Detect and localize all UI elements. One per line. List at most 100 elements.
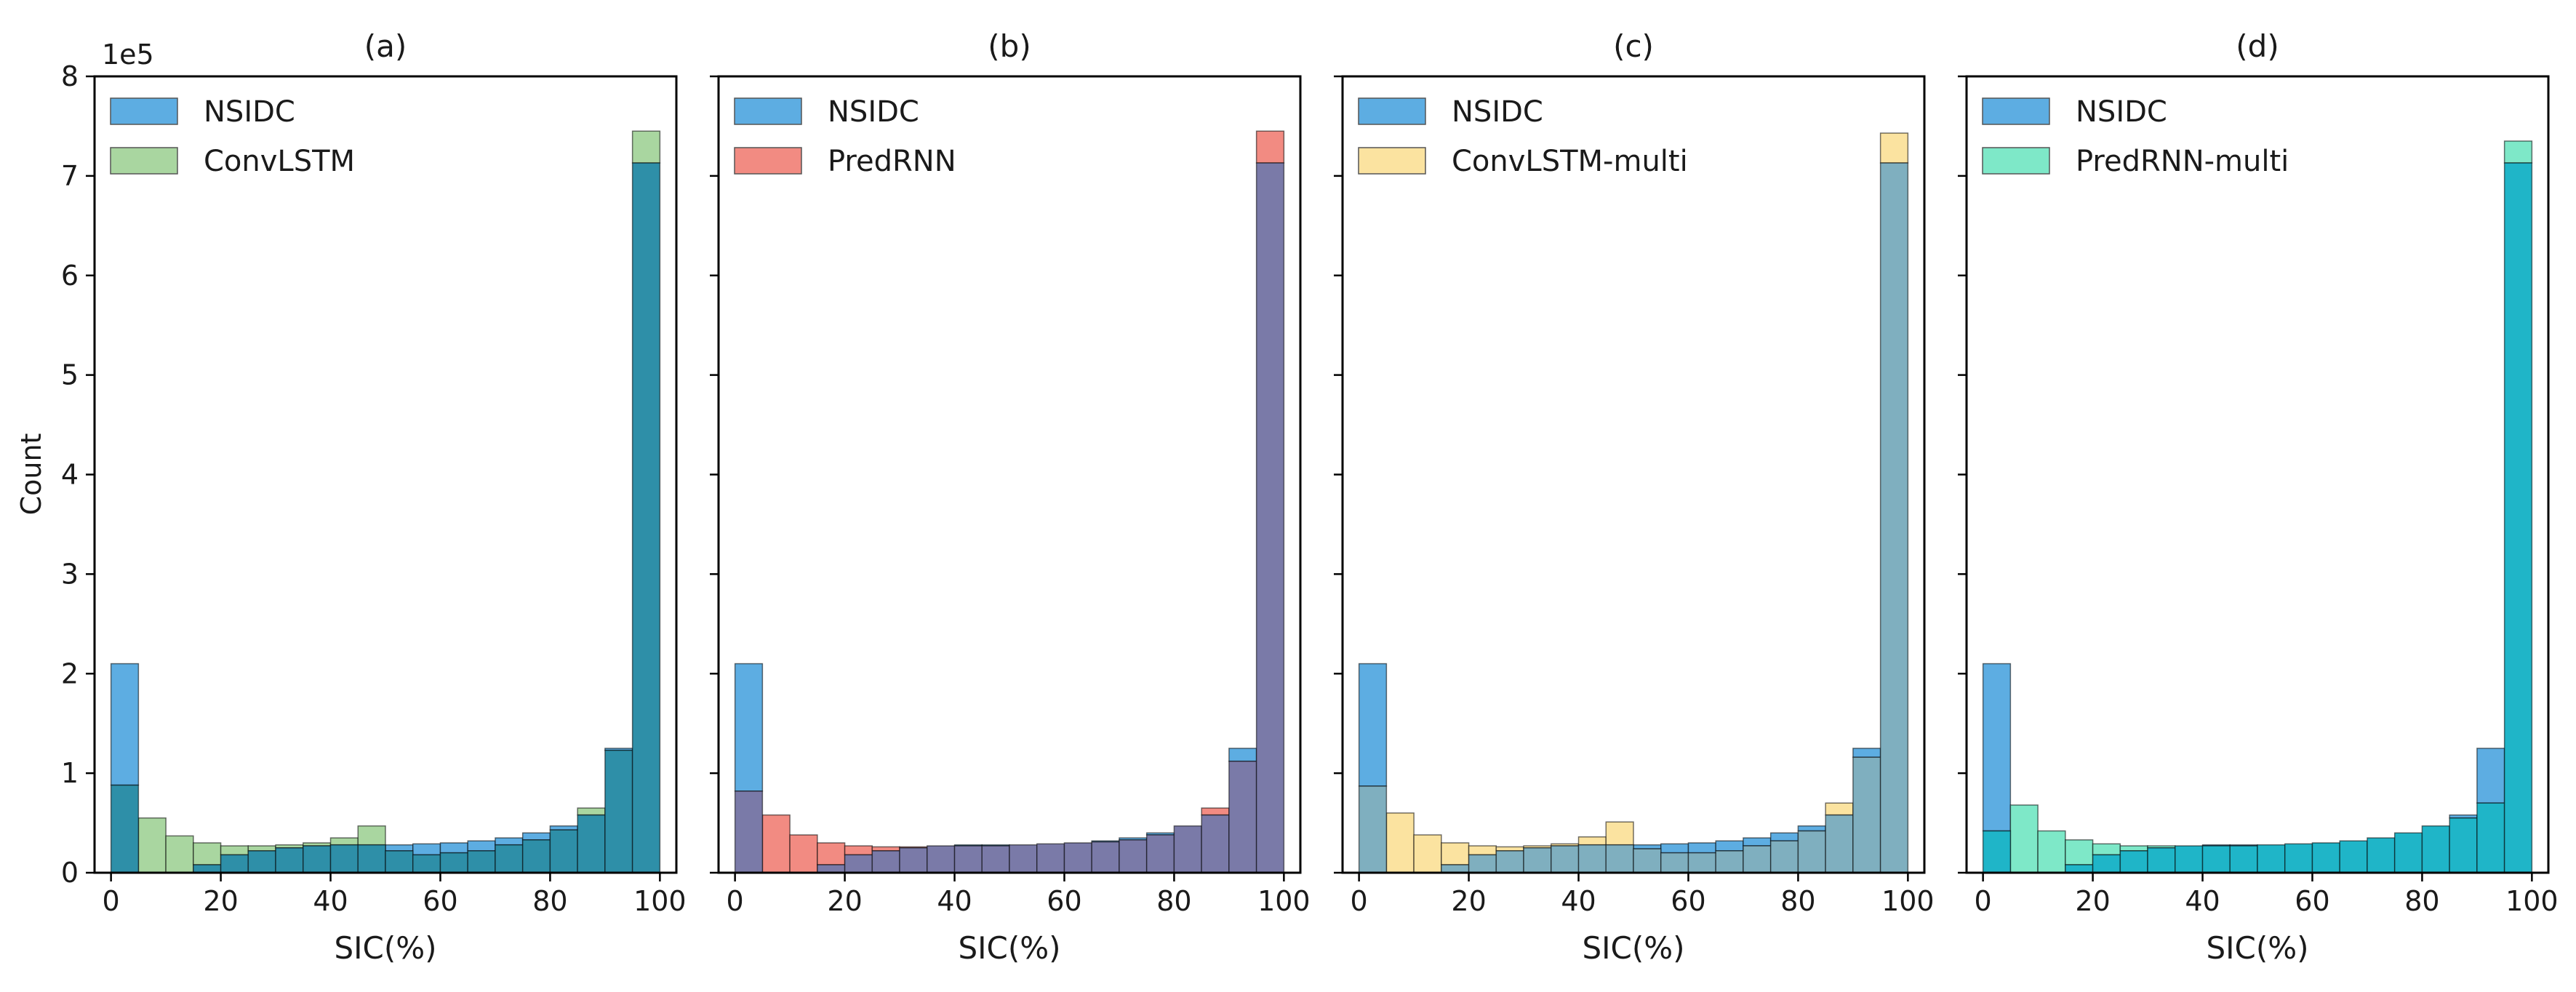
bar-overlap-b-19 bbox=[1255, 162, 1285, 873]
bars-nsidc-d bbox=[1982, 663, 2505, 847]
bar-overlap-d-0 bbox=[1982, 830, 2012, 873]
x-tick-label-a-2: 40 bbox=[313, 885, 348, 917]
y-ticks-d bbox=[1958, 75, 1967, 874]
y-tick-label-a-1: 1 bbox=[61, 757, 79, 789]
bar-overlap-d-7 bbox=[2175, 845, 2204, 873]
bar-overlap-a-10 bbox=[385, 850, 414, 873]
bar-nsidc-c-12 bbox=[1687, 842, 1716, 854]
bar-overlap-c-12 bbox=[1687, 852, 1716, 873]
panel-title-c: (c) bbox=[1613, 28, 1654, 64]
bar-overlap-b-11 bbox=[1036, 843, 1065, 873]
bar-overlap-d-10 bbox=[2257, 844, 2286, 873]
x-tick-label-b-2: 40 bbox=[937, 885, 972, 917]
x-axis-label-d: SIC(%) bbox=[2206, 930, 2308, 966]
bar-model-c-3 bbox=[1441, 842, 1470, 865]
bar-model-a-9 bbox=[357, 825, 386, 846]
bar-nsidc-b-0 bbox=[734, 663, 764, 792]
y-ticks-b bbox=[710, 75, 719, 874]
bars-model-a bbox=[137, 130, 661, 873]
legend-swatch-predrnn-multi-d bbox=[1982, 147, 2050, 175]
bar-overlap-d-3 bbox=[2065, 864, 2094, 873]
bar-overlap-a-13 bbox=[467, 850, 496, 873]
x-tick-label-b-4: 80 bbox=[1156, 885, 1191, 917]
bar-overlap-a-6 bbox=[275, 847, 304, 873]
x-tick-label-a-4: 80 bbox=[532, 885, 567, 917]
bars-nsidc-b bbox=[734, 663, 1257, 847]
x-tick-label-c-3: 60 bbox=[1671, 885, 1705, 917]
bar-model-c-1 bbox=[1385, 812, 1415, 873]
panel-title-b: (b) bbox=[988, 28, 1031, 64]
bar-overlap-b-12 bbox=[1063, 842, 1092, 873]
y-axis-label: Count bbox=[15, 433, 47, 516]
bar-model-d-2 bbox=[2037, 830, 2066, 873]
bars-model-d bbox=[2009, 140, 2533, 873]
y-tick-label-a-0: 0 bbox=[61, 857, 79, 889]
bar-overlap-a-0 bbox=[110, 784, 140, 873]
bar-overlap-c-14 bbox=[1743, 845, 1772, 873]
bar-model-a-4 bbox=[220, 845, 249, 856]
x-axis-label-c: SIC(%) bbox=[1582, 930, 1684, 966]
bar-overlap-b-14 bbox=[1119, 839, 1148, 873]
x-tick-label-b-3: 60 bbox=[1047, 885, 1081, 917]
legend-label-nsidc-d: NSIDC bbox=[2076, 95, 2167, 129]
x-tick-label-d-2: 40 bbox=[2185, 885, 2220, 917]
x-tick-label-a-3: 60 bbox=[423, 885, 457, 917]
bar-nsidc-c-18 bbox=[1852, 748, 1881, 758]
bar-model-a-19 bbox=[631, 130, 661, 164]
bar-overlap-c-3 bbox=[1441, 864, 1470, 873]
bar-overlap-c-13 bbox=[1715, 850, 1744, 873]
bar-model-a-2 bbox=[165, 835, 194, 873]
bar-overlap-a-5 bbox=[247, 850, 276, 873]
bar-overlap-a-16 bbox=[549, 829, 578, 873]
legend-swatch-predrnn-b bbox=[734, 147, 802, 175]
bar-overlap-b-9 bbox=[981, 845, 1010, 873]
bar-model-a-17 bbox=[577, 807, 606, 816]
bar-overlap-b-4 bbox=[844, 854, 873, 873]
bar-model-b-17 bbox=[1201, 807, 1230, 816]
bars-overlap-d bbox=[1982, 162, 2533, 873]
bar-overlap-c-9 bbox=[1605, 844, 1634, 873]
bar-overlap-d-9 bbox=[2229, 845, 2258, 873]
bar-model-b-3 bbox=[817, 842, 846, 865]
bar-overlap-a-7 bbox=[303, 845, 332, 873]
bar-overlap-b-16 bbox=[1173, 825, 1202, 873]
bar-overlap-b-3 bbox=[817, 864, 846, 873]
bar-overlap-a-4 bbox=[220, 854, 249, 873]
x-ticks-d: 0 20 40 60 80 100 bbox=[1975, 873, 2559, 917]
panel-title-a: (a) bbox=[364, 28, 407, 64]
plot-frame-d bbox=[1965, 75, 2550, 874]
bar-nsidc-c-15 bbox=[1769, 832, 1799, 841]
legend-swatch-nsidc-d bbox=[1982, 97, 2050, 125]
bar-overlap-d-11 bbox=[2284, 843, 2313, 873]
x-tick-label-b-0: 0 bbox=[727, 885, 744, 917]
bar-overlap-a-18 bbox=[604, 749, 633, 873]
bar-overlap-c-15 bbox=[1769, 840, 1799, 873]
bars-model-b bbox=[761, 130, 1285, 873]
y-ticks-c bbox=[1334, 75, 1343, 874]
bar-overlap-c-10 bbox=[1633, 848, 1662, 873]
bar-overlap-c-4 bbox=[1468, 854, 1497, 873]
bar-model-c-9 bbox=[1605, 821, 1634, 846]
bar-overlap-c-19 bbox=[1879, 162, 1909, 873]
plot-frame-b bbox=[717, 75, 1302, 874]
bar-model-c-2 bbox=[1413, 834, 1442, 873]
bar-model-d-19 bbox=[2503, 140, 2533, 164]
bars-model-c bbox=[1385, 132, 1909, 873]
legend-label-nsidc-c: NSIDC bbox=[1452, 95, 1543, 129]
x-tick-label-d-3: 60 bbox=[2295, 885, 2329, 917]
y-ticks-a: 0 1 2 3 4 5 6 7 8 bbox=[61, 60, 95, 889]
x-tick-label-b-1: 20 bbox=[827, 885, 862, 917]
bar-model-b-1 bbox=[761, 814, 791, 873]
bar-nsidc-c-13 bbox=[1715, 840, 1744, 852]
x-tick-label-c-0: 0 bbox=[1351, 885, 1368, 917]
bar-model-a-5 bbox=[247, 845, 276, 852]
y-scale-label: 1e5 bbox=[102, 39, 154, 71]
legend-label-nsidc-a: NSIDC bbox=[204, 95, 295, 129]
bar-overlap-d-18 bbox=[2476, 802, 2505, 873]
bar-overlap-d-14 bbox=[2367, 837, 2396, 873]
panel-c: 0 20 40 60 80 100 (c) SIC(%) NSIDC ConvLSTM-m… bbox=[1334, 28, 1935, 966]
legend-label-predrnn-b: PredRNN bbox=[828, 145, 956, 178]
bar-overlap-d-15 bbox=[2393, 832, 2423, 873]
bar-nsidc-a-13 bbox=[467, 840, 496, 852]
bar-overlap-d-8 bbox=[2201, 845, 2231, 873]
